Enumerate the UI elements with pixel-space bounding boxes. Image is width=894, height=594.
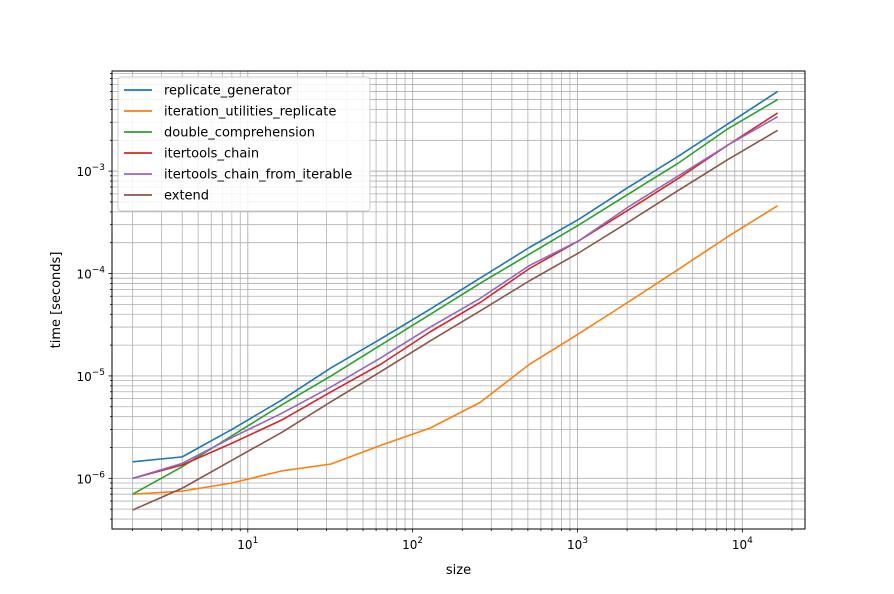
legend-entry: itertools_chain [164, 147, 259, 162]
x-tick-label: 102 [402, 536, 423, 552]
y-tick-base: 10 [76, 370, 91, 384]
legend-entry: iteration_utilities_replicate [164, 105, 336, 120]
x-tick-exponent: 1 [253, 536, 259, 546]
y-tick-label: 10−5 [76, 368, 105, 384]
series-line-iteration-utilities-replicate [132, 204, 779, 495]
plot-frame [111, 70, 806, 530]
y-tick-exponent: −6 [92, 470, 106, 480]
legend-entry: replicate_generator [164, 84, 292, 99]
x-tick-exponent: 2 [417, 536, 423, 546]
x-axis-label: size [446, 563, 471, 578]
series-line-itertools-chain [132, 112, 779, 480]
x-tick-label: 103 [567, 536, 588, 552]
x-tick-label: 104 [732, 536, 753, 552]
y-axis-label: time [seconds] [49, 252, 64, 349]
x-tick-base: 10 [402, 538, 417, 552]
y-tick-label: 10−3 [76, 163, 105, 179]
y-tick-label: 10−6 [76, 470, 105, 486]
y-tick-exponent: −5 [92, 368, 105, 378]
series-line-double-comprehension [132, 98, 779, 495]
series-line-itertools-chain-from-iterable [132, 116, 779, 480]
x-axis: 101 102 103 104 [132, 529, 793, 552]
legend-entry: itertools_chain_from_iterable [164, 168, 352, 183]
series-layer [132, 90, 779, 511]
legend-entry: double_comprehension [164, 126, 315, 141]
y-tick-base: 10 [76, 165, 91, 179]
y-tick-base: 10 [76, 268, 91, 282]
legend-entry: extend [164, 189, 209, 204]
x-tick-base: 10 [732, 538, 747, 552]
x-tick-base: 10 [237, 538, 252, 552]
y-tick-base: 10 [76, 472, 91, 486]
series-line-extend [132, 129, 779, 511]
x-tick-exponent: 3 [582, 536, 588, 546]
series-line-replicate-generator [132, 90, 779, 463]
x-tick-exponent: 4 [747, 536, 753, 546]
x-tick-label: 101 [237, 536, 258, 552]
legend: replicate_generator iteration_utilities_r… [117, 76, 371, 212]
y-tick-label: 10−4 [76, 266, 105, 282]
legend-box [117, 76, 371, 212]
y-axis: 10−610−510−410−3 [76, 73, 112, 520]
x-tick-base: 10 [567, 538, 582, 552]
y-tick-exponent: −4 [92, 266, 106, 276]
y-tick-exponent: −3 [92, 163, 105, 173]
